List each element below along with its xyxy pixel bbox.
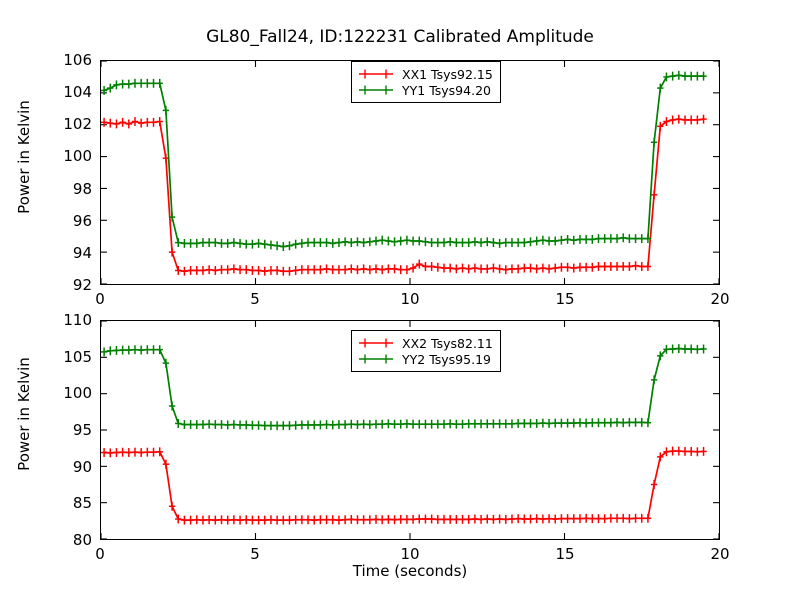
ytick-label: 100 <box>63 147 92 166</box>
ytick-label: 110 <box>63 311 92 329</box>
legend-label: XX2 Tsys82.11 <box>402 335 493 351</box>
legend-line-sample-yy1 <box>359 85 393 95</box>
legend-label: YY2 Tsys95.19 <box>402 351 491 367</box>
legend-item: XX1 Tsys92.15 <box>357 66 493 82</box>
bottom-plot-ylabel: Power in Kelvin <box>15 357 33 471</box>
legend-item: YY2 Tsys95.19 <box>357 351 493 367</box>
legend-label: YY1 Tsys94.20 <box>402 82 491 98</box>
page-title: GL80_Fall24, ID:122231 Calibrated Amplit… <box>206 27 594 47</box>
ytick-label: 102 <box>63 115 92 134</box>
legend-line-sample-xx2 <box>359 338 393 348</box>
top-plot-legend: XX1 Tsys92.15 YY1 Tsys94.20 <box>351 61 501 103</box>
ytick-label: 95 <box>72 421 92 439</box>
xtick-label: 10 <box>400 545 420 563</box>
legend-item: XX2 Tsys82.11 <box>357 335 493 351</box>
bottom-plot-lines <box>101 321 719 539</box>
legend-line-sample-xx1 <box>359 69 393 79</box>
xtick-label: 20 <box>710 290 730 308</box>
top-plot-ylabel: Power in Kelvin <box>15 100 33 214</box>
ytick-label: 92 <box>72 276 92 294</box>
ytick-label: 94 <box>72 243 92 262</box>
xtick-label: 15 <box>555 545 575 563</box>
xtick-label: 5 <box>250 290 260 308</box>
ytick-label: 104 <box>63 83 92 102</box>
ytick-label: 105 <box>63 347 92 366</box>
bottom-plot-xlabel: Time (seconds) <box>352 562 468 580</box>
ytick-label: 80 <box>72 531 92 549</box>
bottom-plot-legend: XX2 Tsys82.11 YY2 Tsys95.19 <box>351 330 501 372</box>
ytick-label: 85 <box>72 494 92 513</box>
legend-item: YY1 Tsys94.20 <box>357 82 493 98</box>
ytick-label: 90 <box>72 457 92 476</box>
legend-label: XX1 Tsys92.15 <box>402 66 493 82</box>
xtick-label: 20 <box>710 545 730 563</box>
ytick-label: 106 <box>63 51 92 69</box>
xtick-label: 5 <box>250 545 260 563</box>
ytick-label: 96 <box>72 211 92 230</box>
legend-line-sample-yy2 <box>359 354 393 364</box>
ytick-label: 100 <box>63 384 92 403</box>
xtick-label: 0 <box>95 290 105 308</box>
xtick-label: 10 <box>400 290 420 308</box>
ytick-label: 98 <box>72 179 92 198</box>
top-plot-lines <box>101 61 719 284</box>
xtick-label: 0 <box>95 545 105 563</box>
xtick-label: 15 <box>555 290 575 308</box>
